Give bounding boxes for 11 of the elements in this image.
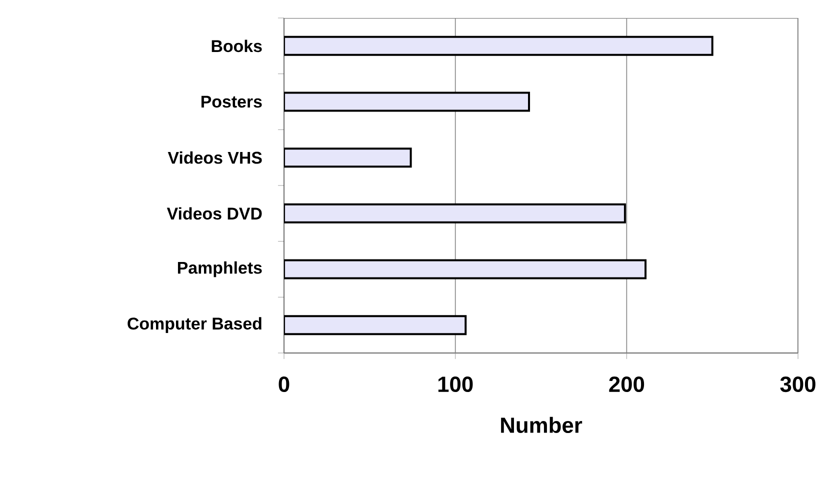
y-tick-label: Videos DVD bbox=[166, 207, 262, 220]
y-tick-label: Posters bbox=[202, 96, 262, 108]
x-tick-label: 200 bbox=[609, 376, 644, 392]
y-tick-label: Books bbox=[212, 40, 262, 52]
y-tick-label: Pamphlets bbox=[178, 261, 262, 278]
y-tick-label: Videos VHS bbox=[168, 151, 262, 164]
y-tick-label: Computer Based bbox=[128, 317, 262, 333]
x-tick-label: 100 bbox=[438, 376, 473, 392]
x-tick-label: 0 bbox=[278, 376, 290, 392]
x-axis-title: Number bbox=[501, 416, 582, 433]
x-tick-label: 300 bbox=[780, 376, 816, 392]
